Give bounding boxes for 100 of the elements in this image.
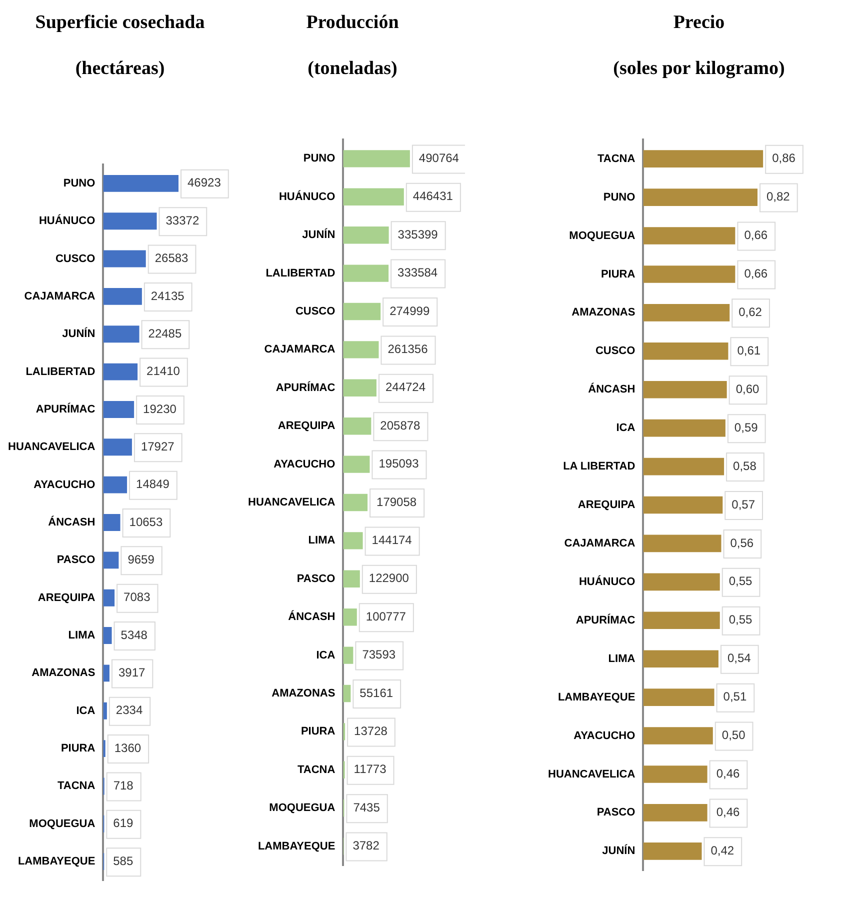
- bar: [103, 438, 132, 456]
- chart-title: Precio: [672, 12, 726, 34]
- data-label: 46923: [188, 176, 222, 190]
- y-tick-label: PIURA: [60, 742, 96, 755]
- data-label: 274999: [390, 304, 430, 318]
- y-tick-label: HUANCAVELICA: [248, 496, 336, 509]
- bar: [643, 688, 714, 706]
- data-label: 0,54: [727, 651, 752, 666]
- bar: [103, 589, 115, 606]
- bar: [643, 612, 720, 630]
- data-label: 0,56: [730, 536, 754, 550]
- bar: [343, 226, 389, 244]
- y-tick-label: ÁNCASH: [288, 610, 336, 624]
- bar: [103, 476, 128, 494]
- y-tick-label: MOQUEGUA: [269, 802, 336, 814]
- bar: [643, 727, 713, 744]
- y-tick-label: LALIBERTAD: [26, 366, 96, 378]
- bar: [643, 150, 764, 168]
- y-tick-label: HUANCAVELICA: [8, 441, 96, 454]
- y-tick-label: AREQUIPA: [278, 420, 336, 432]
- bar: [643, 266, 736, 283]
- y-tick-label: CUSCO: [595, 345, 636, 358]
- data-label: 0,58: [733, 458, 757, 473]
- chart-title: Producción: [305, 12, 400, 34]
- y-tick-label: ICA: [76, 704, 96, 717]
- data-label: 244724: [385, 380, 426, 394]
- chart-subtitle: (soles por kilogramo): [612, 58, 786, 80]
- y-tick-label: ÁNCASH: [48, 516, 96, 529]
- data-label: 205878: [380, 418, 421, 432]
- data-label: 1360: [114, 740, 142, 755]
- bar: [643, 458, 724, 476]
- y-tick-label: AYACUCHO: [274, 458, 336, 470]
- y-tick-label: HUÁNUCO: [38, 214, 96, 228]
- y-tick-label: TACNA: [57, 780, 96, 792]
- bar: [643, 534, 722, 552]
- data-label: 122900: [368, 571, 410, 586]
- data-label: 0,50: [722, 728, 746, 742]
- y-tick-label: CAJAMARCA: [264, 344, 336, 356]
- bar: [103, 326, 140, 343]
- data-label: 0,61: [737, 343, 761, 358]
- data-label: 144174: [372, 533, 412, 548]
- bar: [643, 227, 736, 244]
- data-label: 490764: [418, 151, 460, 166]
- bar: [643, 650, 718, 668]
- bar: [103, 627, 112, 644]
- data-label: 0,42: [710, 843, 734, 858]
- data-label: 7083: [124, 590, 151, 604]
- y-tick-label: CAJAMARCA: [24, 290, 96, 302]
- chart-subtitle: (hectáreas): [74, 58, 166, 80]
- data-label: 0,62: [738, 304, 762, 319]
- bar: [643, 419, 726, 437]
- data-label: 55161: [360, 686, 394, 700]
- y-tick-label: PIURA: [600, 268, 636, 280]
- data-label: 2334: [116, 703, 143, 718]
- data-label: 0,55: [728, 612, 753, 627]
- y-tick-label: JUNÍN: [62, 327, 96, 340]
- data-label: 0,55: [728, 574, 753, 588]
- bar: [643, 304, 730, 322]
- bar: [643, 804, 708, 822]
- bar: [343, 341, 379, 358]
- y-tick-label: CUSCO: [55, 252, 96, 265]
- chart-subtitle: (toneladas): [306, 58, 398, 80]
- y-tick-label: MOQUEGUA: [29, 818, 96, 830]
- data-label: 5348: [120, 628, 148, 642]
- y-tick-label: JUNÍN: [302, 228, 336, 242]
- data-label: 22485: [148, 326, 182, 340]
- bar: [343, 264, 389, 282]
- chart-title: Superficie cosechada: [34, 12, 206, 34]
- y-tick-label: PASCO: [596, 806, 636, 819]
- y-tick-label: LIMA: [68, 630, 96, 642]
- data-label: 33372: [166, 213, 200, 228]
- data-label: 446431: [412, 189, 454, 204]
- data-label: 0,46: [716, 805, 740, 820]
- y-tick-label: LAMBAYEQUE: [258, 840, 336, 852]
- bar: [643, 380, 727, 398]
- data-label: 0,60: [736, 382, 760, 396]
- data-label: 335399: [398, 227, 438, 242]
- bar: [643, 188, 758, 206]
- y-tick-label: CUSCO: [295, 306, 336, 318]
- data-label: 26583: [154, 251, 189, 266]
- y-tick-label: LAMBAYEQUE: [558, 691, 636, 704]
- data-label: 0,57: [732, 497, 756, 512]
- data-label: 10653: [129, 514, 163, 529]
- bar: [343, 570, 360, 588]
- data-label: 7435: [353, 800, 380, 814]
- bar: [643, 573, 720, 591]
- bar: [643, 842, 702, 860]
- data-label: 195093: [378, 456, 420, 471]
- bar: [643, 766, 708, 783]
- bar: [343, 684, 351, 702]
- bar: [343, 188, 404, 206]
- bar: [643, 496, 723, 514]
- y-tick-label: PASCO: [296, 572, 336, 585]
- y-tick-label: AREQUIPA: [578, 499, 636, 512]
- bar: [103, 552, 119, 569]
- y-tick-label: APURÍMAC: [276, 380, 336, 394]
- y-tick-label: AREQUIPA: [38, 592, 96, 604]
- y-tick-label: AYACUCHO: [574, 730, 636, 742]
- y-tick-label: MOQUEGUA: [569, 230, 636, 242]
- bar: [103, 514, 120, 531]
